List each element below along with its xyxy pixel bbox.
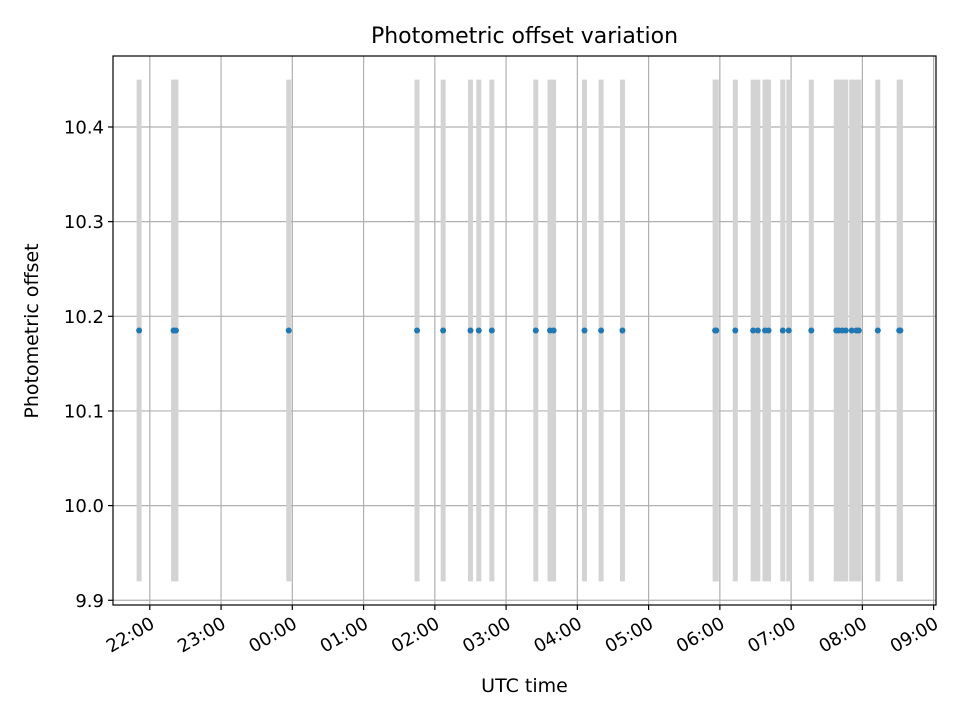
data-point	[414, 327, 421, 334]
data-point	[848, 327, 855, 334]
data-point	[467, 327, 474, 334]
data-point	[732, 327, 739, 334]
data-point	[172, 327, 179, 334]
data-point	[619, 327, 626, 334]
data-point	[285, 327, 292, 334]
data-point	[842, 327, 849, 334]
data-point	[488, 327, 495, 334]
data-point	[750, 327, 757, 334]
y-tick-label: 9.9	[75, 591, 104, 612]
data-point	[475, 327, 482, 334]
data-point	[855, 327, 862, 334]
y-tick-label: 10.3	[64, 212, 104, 233]
y-tick-label: 10.1	[64, 401, 104, 422]
data-point	[897, 327, 904, 334]
data-point	[532, 327, 539, 334]
data-point	[754, 327, 761, 334]
data-point	[598, 327, 605, 334]
x-axis-label: UTC time	[481, 675, 568, 697]
data-point	[785, 327, 792, 334]
grid-lines	[113, 56, 936, 605]
plot-frame	[112, 55, 937, 606]
y-axis-label: Photometric offset	[21, 243, 43, 418]
data-points	[136, 327, 904, 334]
y-tick-label: 10.2	[64, 307, 104, 328]
data-point	[581, 327, 588, 334]
y-tick-label: 10.0	[64, 496, 104, 517]
y-axis: 9.9 10.0 10.1 10.2 10.3 10.4	[64, 117, 113, 612]
data-point	[136, 327, 143, 334]
data-point	[550, 327, 557, 334]
data-point	[808, 327, 815, 334]
data-point	[765, 327, 772, 334]
data-point	[440, 327, 447, 334]
data-point	[713, 327, 720, 334]
chart-title: Photometric offset variation	[371, 24, 678, 49]
data-point	[779, 327, 786, 334]
y-tick-label: 10.4	[64, 117, 104, 138]
data-point	[874, 327, 881, 334]
